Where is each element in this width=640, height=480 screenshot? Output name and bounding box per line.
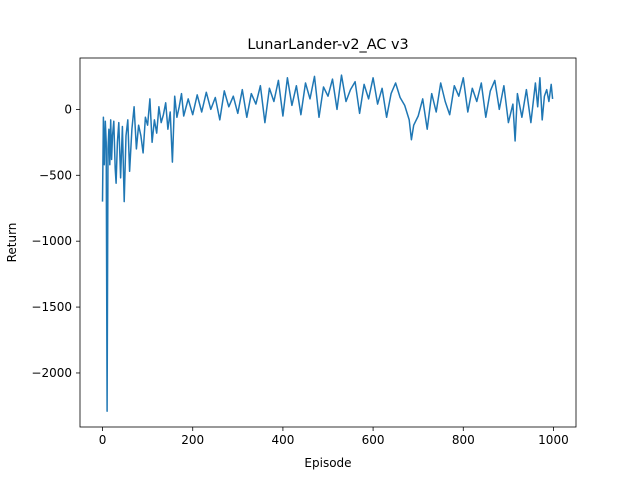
x-axis-label: Episode	[304, 456, 351, 470]
x-tick-label: 1000	[538, 433, 569, 447]
chart-title: LunarLander-v2_AC v3	[247, 37, 408, 53]
x-tick-label: 400	[271, 433, 294, 447]
y-tick-label: −500	[39, 168, 72, 182]
y-tick-label: −2000	[31, 366, 72, 380]
x-tick-label: 600	[362, 433, 385, 447]
x-axis: 0 200 400 600 800 1000	[99, 427, 569, 447]
x-tick-label: 800	[452, 433, 475, 447]
y-tick-label: −1500	[31, 300, 72, 314]
axes-frame	[79, 57, 577, 428]
series-line-0	[101, 74, 554, 412]
plot-area	[101, 74, 554, 412]
y-tick-label: 0	[64, 102, 72, 116]
y-axis-label: Return	[5, 223, 19, 263]
y-axis: −2000 −1500 −1000 −500 0	[31, 102, 80, 380]
x-tick-label: 0	[99, 433, 107, 447]
x-tick-label: 200	[181, 433, 204, 447]
y-tick-label: −1000	[31, 234, 72, 248]
